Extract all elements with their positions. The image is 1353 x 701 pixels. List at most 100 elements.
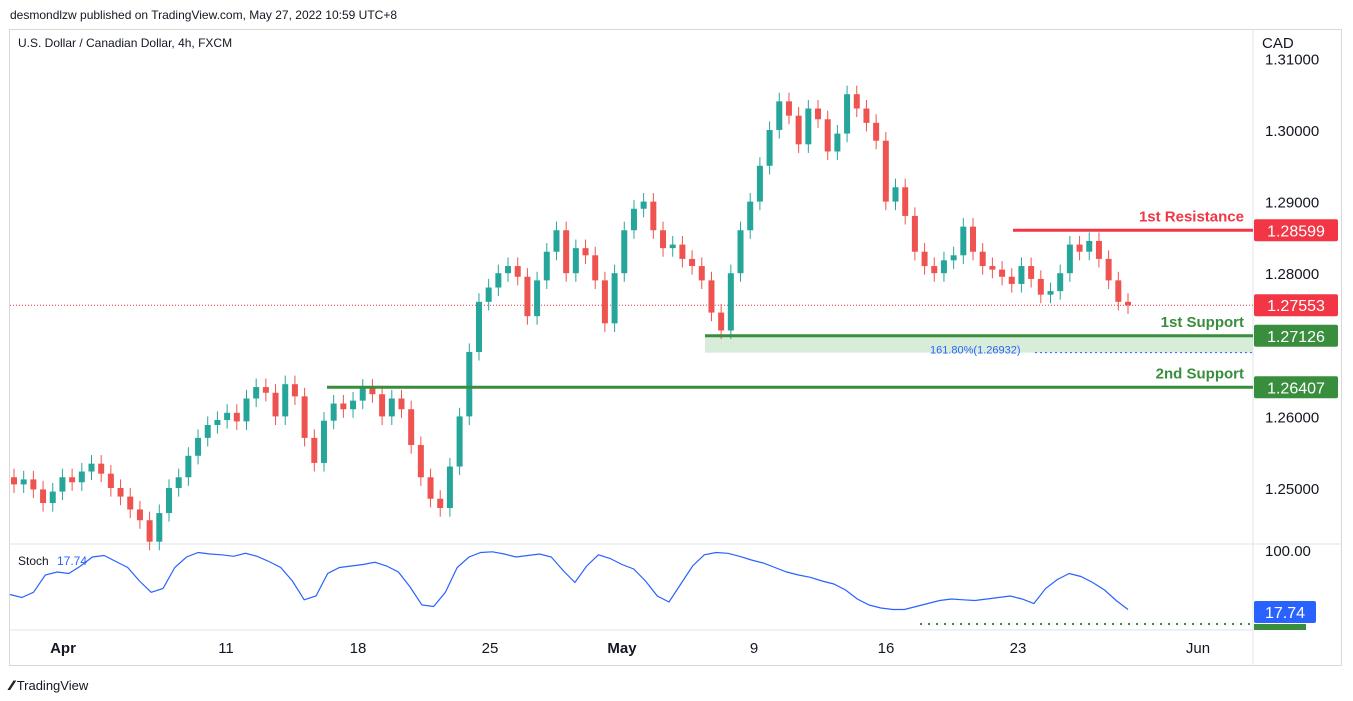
support-zone [705,335,1253,353]
candle-body [873,122,880,141]
stoch-axis-label: 100.00 [1265,543,1311,560]
candle-body [107,473,114,488]
candle-body [970,226,977,252]
candle-body [1095,240,1102,259]
price-tick-label: 1.25000 [1265,481,1319,498]
candle-body [408,409,415,446]
level-name: 2nd Support [1156,365,1244,382]
candle-body [262,387,269,393]
candle-body [601,280,608,324]
stoch-value-badge [1254,601,1316,623]
candle-body [175,477,182,488]
candle-body [1057,273,1064,292]
candle-body [146,520,153,542]
fib-extension-label: 161.80%(1.26932) [930,345,1021,357]
time-tick-label: May [607,640,637,657]
footer: ⁄⁄ TradingView [10,677,88,693]
candle-body [785,101,792,116]
candle-body [940,260,947,274]
time-tick-label: 16 [878,640,895,657]
candle-body [679,244,686,259]
stoch-name: Stoch [18,554,49,568]
candle-body [660,230,667,249]
candle-body [98,463,105,474]
candle-body [291,384,298,397]
candle-body [282,384,289,417]
candle-body [834,133,841,152]
candle-body [272,392,279,417]
stoch-line [9,551,1129,611]
candle-body [1076,244,1083,252]
candle-body [553,230,560,252]
candle-body [524,276,531,317]
candle-body [776,101,783,130]
candle-body [195,437,202,456]
candle-body [59,477,66,492]
candle-body [49,491,56,504]
candle-body [466,351,473,417]
candle-body [204,424,211,438]
candle-body [369,387,376,395]
candle-body [1008,276,1015,284]
stoch-green-badge [1254,624,1306,630]
candle-body [902,187,909,216]
candle-body [960,226,967,256]
time-tick-label: 23 [1010,640,1027,657]
price-tick-label: 1.30000 [1265,123,1319,140]
candle-body [979,251,986,267]
candle-body [1028,266,1035,279]
candle-body [214,419,221,425]
candle-body [543,251,550,281]
price-tick-label: 1.31000 [1265,51,1319,68]
candle-body [805,108,812,145]
time-tick-label: 9 [750,640,758,657]
candle-body [437,498,444,509]
level-badge [1254,219,1338,242]
price-tick-label: 1.29000 [1265,195,1319,212]
candle-body [224,412,231,420]
price-axis: 1.31000 1.30000 1.29000 1.28000 1.26000 1.250… [1265,51,1319,498]
last-price-badge-text: 1.27553 [1267,298,1325,315]
candle-body [485,287,492,302]
candle-body [882,140,889,202]
stoch-value: 17.74 [57,554,87,568]
candle-body [320,420,327,463]
candle-body [708,280,715,313]
candle-body [117,488,124,497]
currency-label: CAD [1262,35,1294,52]
candle-body [495,273,502,288]
candle-body [815,108,822,120]
candle-body [379,394,386,417]
candle-body [136,509,143,521]
candle-body [30,479,37,490]
candle-body [572,248,579,274]
candle-body [1105,258,1112,281]
level-badge [1254,324,1338,347]
candle-body [78,471,85,483]
candle-body [1086,240,1093,252]
level-badge-text: 1.28599 [1267,223,1325,240]
candle-body [863,108,870,123]
price-tick-label: 1.28000 [1265,266,1319,283]
symbol-label: U.S. Dollar / Canadian Dollar, 4h, FXCM [18,36,232,50]
candle-body [534,280,541,317]
candle-body [698,266,705,281]
chart-frame [9,29,1342,666]
candle-body [456,416,463,467]
candle-body [1037,278,1044,295]
candle-body [650,201,657,231]
candle-body [330,403,337,421]
candle-body [20,479,27,485]
candle-body [417,445,424,478]
candle-body [40,489,47,504]
candle-body [921,251,928,267]
candle-body [853,94,860,109]
candle-body [475,301,482,352]
candle-body [1115,280,1122,302]
candle-body [621,230,628,274]
candle-body [911,215,918,252]
level-name: 1st Resistance [1139,208,1244,225]
publish-info: desmondlzw published on TradingView.com,… [10,8,398,22]
time-tick-label: Apr [50,640,76,657]
